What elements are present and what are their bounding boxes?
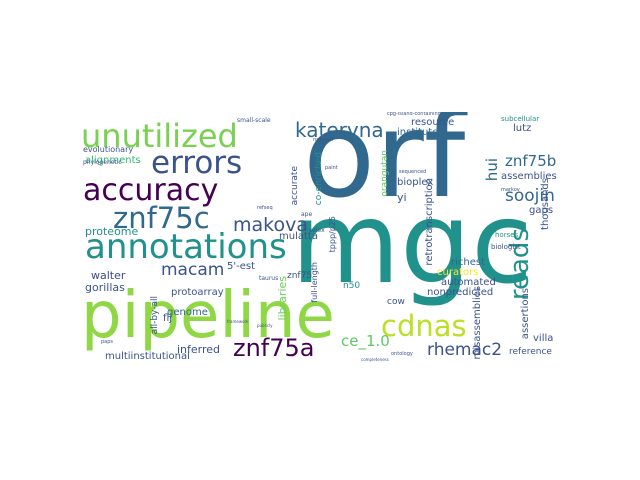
word-national: national — [313, 137, 334, 143]
word-makova: makova — [233, 214, 308, 236]
word-znf75: znf75 — [287, 271, 313, 281]
word-co-enriched: co-enriched — [314, 152, 324, 206]
word-ontology: ontology — [391, 351, 413, 357]
word-errors: errors — [151, 145, 243, 181]
word-ape: ape — [301, 211, 313, 218]
word-selex: selex — [309, 227, 325, 234]
word-yi: yi — [397, 191, 407, 204]
word-znf75a: znf75a — [233, 334, 315, 362]
word-multiinstitutional: multiinstitutional — [105, 351, 190, 362]
word-reference: reference — [509, 347, 552, 357]
word-cow: cow — [387, 297, 405, 307]
word-rhemac2: rhemac2 — [427, 340, 503, 360]
word-full-length: full-length — [310, 262, 319, 303]
word-taurus: taurus — [259, 275, 279, 282]
word-5-est: 5'-est — [227, 261, 256, 272]
word-subcellular: subcellular — [501, 115, 540, 123]
word-kateryna: kateryna — [295, 118, 384, 142]
word-inferred: inferred — [177, 343, 221, 356]
word-retrotranscription: retrotranscription — [424, 178, 435, 266]
word-automated: automated — [441, 277, 496, 288]
word-soojin: soojin — [505, 186, 555, 206]
word-framework: framework — [227, 319, 249, 324]
word-mulatta: mulatta — [279, 231, 318, 242]
word-resource: resource — [411, 117, 455, 128]
word-paint: paint — [325, 165, 338, 171]
word-alignments: alignments — [85, 155, 141, 166]
word-genome: genome — [167, 307, 208, 318]
word-mgc: mgc — [291, 179, 533, 309]
word-znf75c: znf75c — [113, 201, 210, 235]
word-bioplex: bioplex — [397, 177, 434, 188]
word-lutz: lutz — [513, 123, 532, 134]
word-orf: orf — [303, 112, 466, 224]
word-completeness: completeness — [361, 357, 389, 362]
word-biologist: biologist — [491, 243, 521, 251]
word-assertions: assertions — [520, 288, 531, 340]
word-misassemblies: misassemblies — [472, 286, 483, 360]
word-ce-1-0: ce_1.0 — [341, 332, 390, 350]
word-accuracy: accuracy — [83, 173, 219, 208]
word-thousands: thousands — [540, 178, 551, 230]
word-evolutionary: evolutionary — [83, 145, 134, 154]
word-libraries: libraries — [276, 276, 289, 321]
word-villa: villa — [533, 333, 554, 344]
word-horses: horses — [495, 231, 519, 239]
word-pipeline: pipeline — [81, 279, 335, 353]
word-gorillas: gorillas — [85, 281, 125, 294]
word-all-by-all: all-by-all — [150, 296, 160, 335]
word-annotations: annotations — [85, 227, 287, 267]
word-proteome: proteome — [85, 225, 139, 238]
word-markov: markov — [501, 187, 520, 193]
word-gaps: gaps — [529, 205, 554, 216]
word-paps: paps — [101, 339, 114, 345]
word-unutilized: unutilized — [81, 117, 238, 155]
word-nonpredicted: nonpredicted — [427, 287, 494, 298]
word-cpg-island-containing: cpg-island-containing — [387, 112, 441, 117]
word-institutes: institutes — [397, 127, 444, 138]
word-refseq: refseq — [257, 205, 273, 211]
word-hui: hui — [483, 158, 501, 182]
word-walter: walter — [91, 269, 126, 282]
word-accurate: accurate — [290, 166, 300, 206]
word-publicly: publicly — [257, 323, 273, 328]
word-znf75b: znf75b — [505, 152, 557, 170]
word-protoarray: protoarray — [171, 287, 224, 298]
word-assemblies: assemblies — [501, 171, 557, 182]
word-cdnas: cdnas — [381, 309, 467, 343]
word-macam: macam — [161, 260, 225, 280]
word-curators: curators — [437, 267, 479, 278]
word-orangutan: orangutan — [380, 150, 390, 197]
word-small-scale: small-scale — [237, 117, 271, 124]
word-flj: flj — [163, 313, 173, 324]
word-phylogenetic: phylogenetic — [83, 159, 122, 166]
word-n50: n50 — [343, 281, 361, 291]
word-cloud: orf mgc pipeline annotations unutilized … — [81, 112, 561, 368]
word-richest: richest — [451, 257, 486, 268]
word-tppp-p25: tppp/p25 — [328, 216, 337, 253]
word-sequenced: sequenced — [399, 169, 427, 175]
